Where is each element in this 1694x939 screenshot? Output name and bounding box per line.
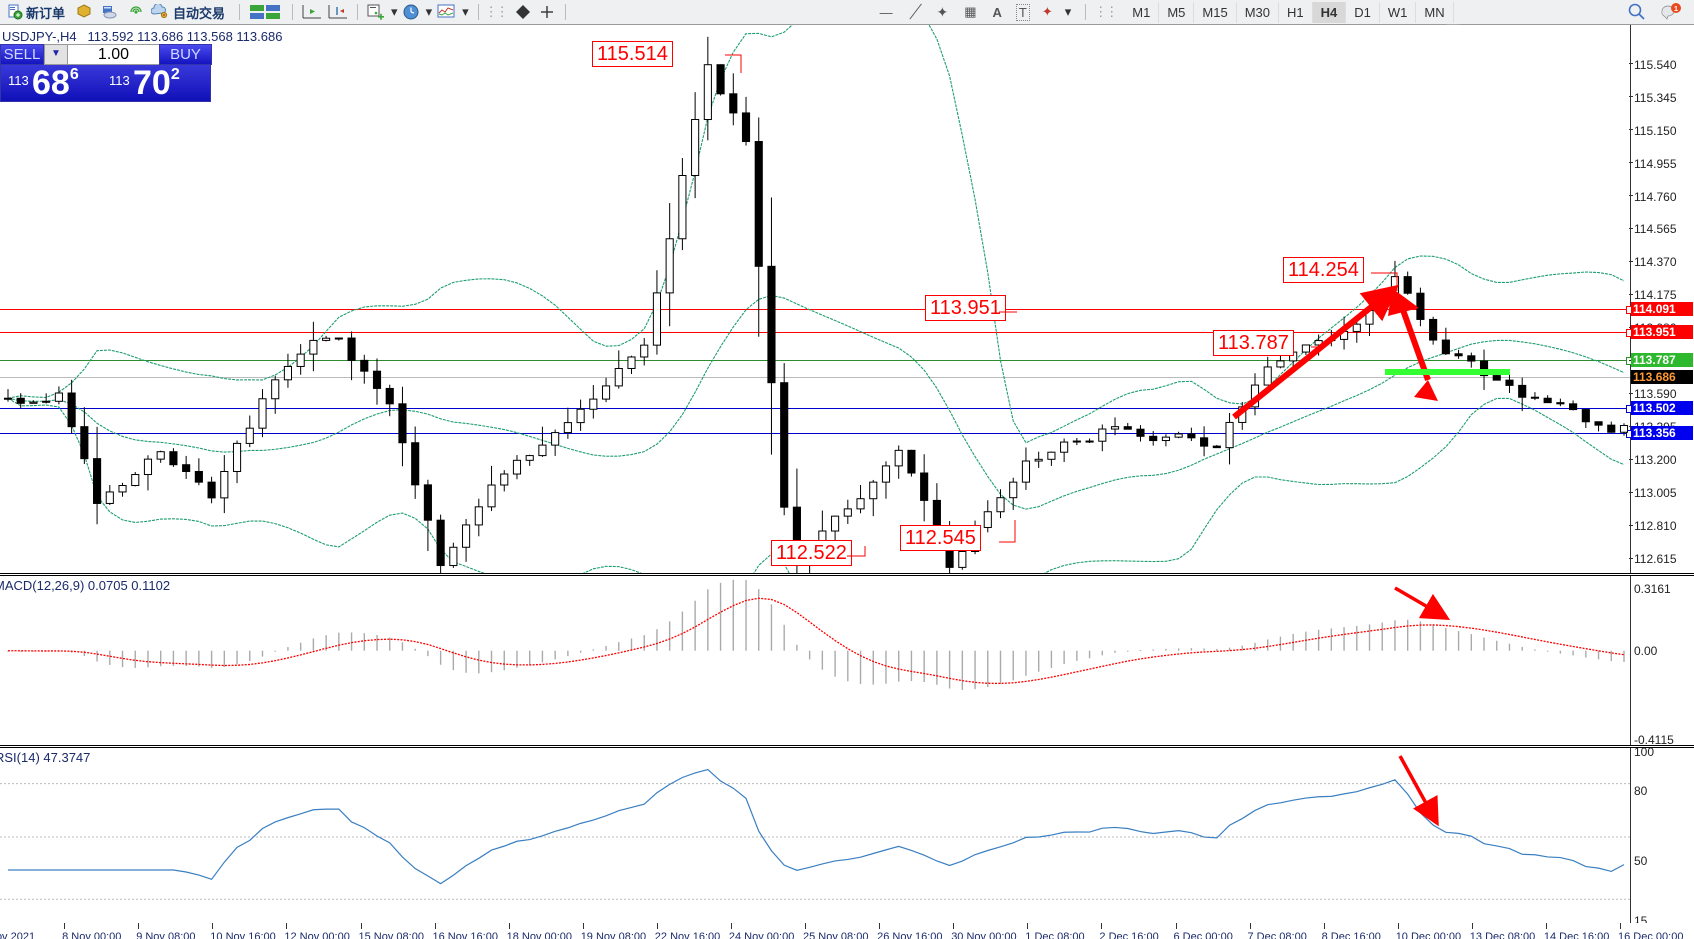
svg-text:1: 1 xyxy=(1674,4,1678,13)
